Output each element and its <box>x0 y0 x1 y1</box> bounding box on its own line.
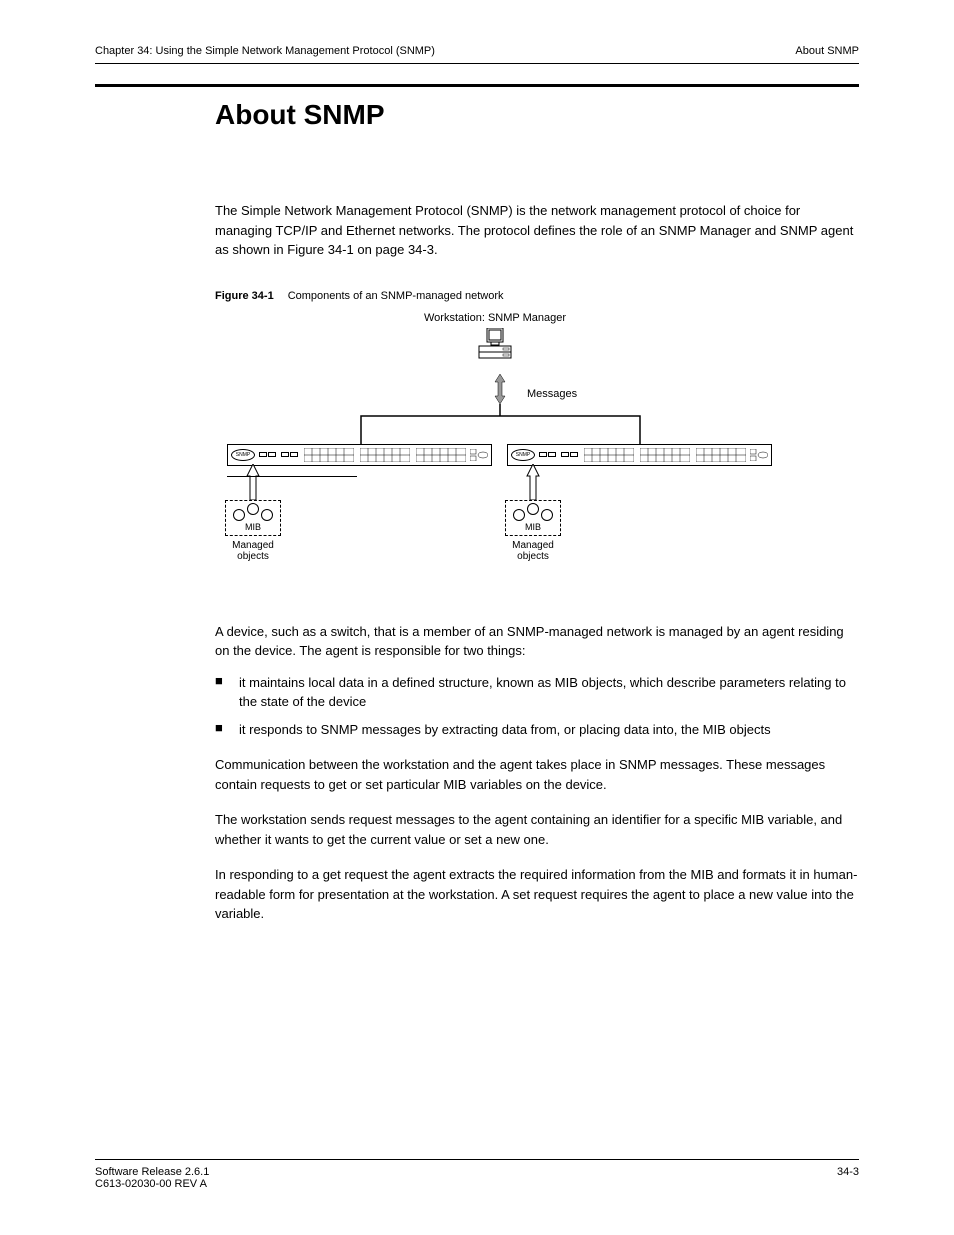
network-lines <box>215 404 775 446</box>
footer: Software Release 2.6.1 C613-02030-00 REV… <box>95 1159 859 1190</box>
mib-label-right: MIB <box>525 522 541 532</box>
port-icon <box>268 452 276 457</box>
title-rule <box>95 84 859 87</box>
footer-copyright: C613-02030-00 REV A <box>95 1178 209 1190</box>
port-icon <box>548 452 556 457</box>
paragraph-3: Communication between the workstation an… <box>215 755 859 794</box>
port-group-icon <box>416 448 466 462</box>
figure-label: Figure 34-1 <box>215 290 274 302</box>
port-icon <box>281 452 289 457</box>
switch-device-right: SNMP <box>507 444 772 466</box>
port-group-icon <box>304 448 354 462</box>
port-icon <box>561 452 569 457</box>
mib-circle-icon <box>233 509 245 521</box>
port-icon <box>290 452 298 457</box>
port-group-icon <box>696 448 746 462</box>
mib-label-left: MIB <box>245 522 261 532</box>
port-icon <box>259 452 267 457</box>
mib-circle-icon <box>541 509 553 521</box>
mib-circle-icon <box>247 503 259 515</box>
bullet-marker: ■ <box>215 673 239 712</box>
workstation-label: Workstation: SNMP Manager <box>424 312 566 324</box>
intro-paragraph: The Simple Network Management Protocol (… <box>215 201 859 260</box>
paragraph-5: In responding to a get request the agent… <box>215 865 859 924</box>
mib-arrow-left <box>243 464 263 500</box>
bullet-2: it responds to SNMP messages by extracti… <box>239 720 859 740</box>
bullet-marker: ■ <box>215 720 239 740</box>
managed-objects-label-right: Managedobjects <box>505 540 561 562</box>
port-group-icon <box>584 448 634 462</box>
figure-caption: Figure 34-1 Components of an SNMP-managed… <box>215 290 859 302</box>
console-port-icon <box>750 449 768 461</box>
paragraph-2: A device, such as a switch, that is a me… <box>215 622 859 661</box>
bullet-1: it maintains local data in a defined str… <box>239 673 859 712</box>
managed-objects-label-left: Managedobjects <box>225 540 281 562</box>
mib-circle-icon <box>513 509 525 521</box>
chapter-title: About SNMP <box>215 99 859 131</box>
header-rule <box>95 63 859 64</box>
mib-circle-icon <box>527 503 539 515</box>
baseline <box>227 476 357 477</box>
snmp-bubble-left: SNMP <box>231 449 255 461</box>
mib-arrow-right <box>523 464 543 500</box>
port-group-icon <box>640 448 690 462</box>
port-group-icon <box>360 448 410 462</box>
messages-label: Messages <box>527 388 577 400</box>
mib-circle-icon <box>261 509 273 521</box>
footer-left: Software Release 2.6.1 <box>95 1166 209 1178</box>
snmp-bubble-right: SNMP <box>511 449 535 461</box>
header-left: Chapter 34: Using the Simple Network Man… <box>95 45 435 57</box>
mib-box-left: MIB <box>225 500 281 536</box>
port-icon <box>570 452 578 457</box>
switch-device-left: SNMP <box>227 444 492 466</box>
workstation-icon <box>475 328 515 372</box>
paragraph-4: The workstation sends request messages t… <box>215 810 859 849</box>
header-right: About SNMP <box>795 45 859 57</box>
console-port-icon <box>470 449 488 461</box>
mib-box-right: MIB <box>505 500 561 536</box>
footer-page-number: 34-3 <box>837 1166 859 1190</box>
messages-arrow-icon <box>493 374 507 404</box>
figure-caption-text: Components of an SNMP-managed network <box>288 290 504 302</box>
snmp-diagram: Workstation: SNMP Manager Messages <box>215 312 775 582</box>
port-icon <box>539 452 547 457</box>
